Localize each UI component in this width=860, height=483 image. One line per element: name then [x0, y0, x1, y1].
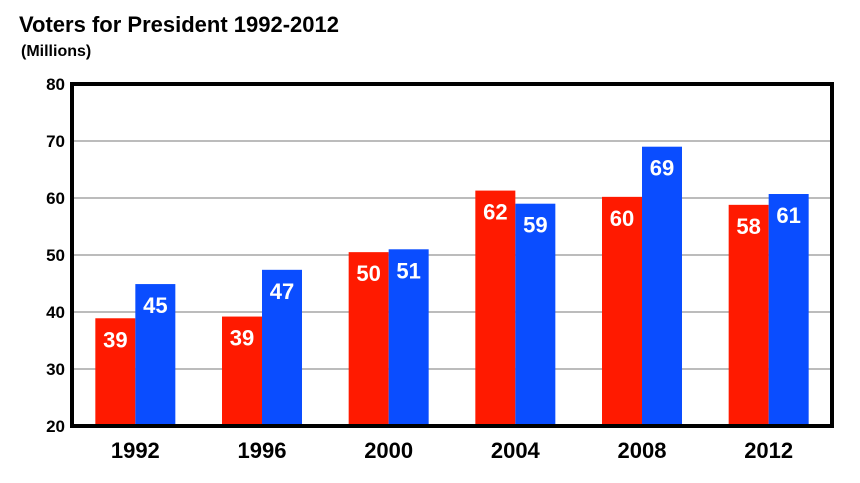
bars: 39 45 39 47 50 51 62 59 60 69 58 61: [95, 146, 809, 426]
bar-2000-0: [348, 252, 389, 426]
plot-frame: [70, 82, 834, 428]
chart-subtitle: (Millions): [21, 43, 92, 60]
y-axis-ticks: 20 30 40 50 60 70 80: [46, 75, 65, 436]
bar-2008-1: [642, 146, 682, 426]
bar-1992-0: [95, 318, 136, 426]
bar-value-label: 58: [736, 214, 760, 239]
y-tick-label: 50: [46, 246, 65, 265]
bar-value-label: 47: [270, 279, 294, 304]
bar-value-label: 45: [143, 293, 167, 318]
x-tick-label: 1996: [238, 438, 287, 463]
bar-value-label: 50: [356, 261, 380, 286]
bar-2004-1: [515, 203, 556, 426]
bar-1992-1: [135, 284, 176, 426]
y-tick-label: 70: [46, 132, 65, 151]
bar-2008-0: [602, 196, 642, 426]
y-tick-label: 20: [46, 417, 65, 436]
bar-value-label: 62: [483, 200, 507, 225]
bar-2004-0: [475, 190, 516, 426]
bar-value-label: 39: [103, 327, 127, 352]
y-tick-label: 30: [46, 360, 65, 379]
bar-value-label: 51: [396, 258, 420, 283]
x-axis-labels: 1992 1996 2000 2004 2008 2012: [111, 438, 793, 463]
bar-2012-0: [728, 204, 769, 426]
bar-1996-0: [222, 316, 262, 426]
y-tick-label: 80: [46, 75, 65, 94]
bar-1996-1: [262, 269, 302, 426]
y-tick-label: 40: [46, 303, 65, 322]
gridlines: [72, 140, 832, 370]
bar-value-label: 60: [610, 206, 634, 231]
x-tick-label: 2012: [744, 438, 793, 463]
bar-value-label: 59: [523, 213, 547, 238]
x-tick-label: 1992: [111, 438, 160, 463]
x-tick-label: 2000: [364, 438, 413, 463]
bar-value-label: 39: [230, 326, 254, 351]
chart-title: Voters for President 1992-2012: [19, 12, 339, 37]
bar-value-label: 61: [776, 203, 800, 228]
y-tick-label: 60: [46, 189, 65, 208]
x-tick-label: 2008: [618, 438, 667, 463]
bar-2000-1: [388, 249, 429, 426]
x-tick-label: 2004: [491, 438, 541, 463]
bar-value-label: 69: [650, 156, 674, 181]
bar-2012-1: [768, 194, 809, 426]
